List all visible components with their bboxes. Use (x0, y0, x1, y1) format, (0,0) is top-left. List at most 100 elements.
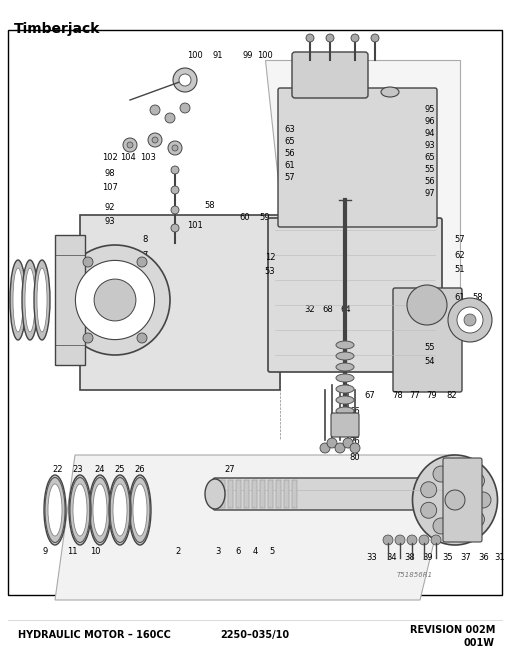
Text: 67: 67 (364, 391, 375, 399)
Text: 66: 66 (349, 407, 360, 416)
Bar (267, 480, 272, 508)
Text: 6: 6 (235, 548, 240, 556)
Ellipse shape (335, 352, 353, 360)
Circle shape (394, 535, 404, 545)
Text: 12: 12 (264, 254, 275, 262)
Text: 5: 5 (142, 266, 147, 275)
Text: 55: 55 (424, 165, 434, 175)
Bar (260, 480, 265, 508)
Circle shape (334, 443, 344, 453)
Ellipse shape (335, 385, 353, 393)
Text: REVISION 002M: REVISION 002M (409, 625, 494, 635)
Text: 56: 56 (424, 177, 435, 186)
Circle shape (447, 298, 491, 342)
Circle shape (75, 260, 154, 339)
Circle shape (456, 307, 482, 333)
Ellipse shape (205, 479, 224, 509)
Circle shape (171, 166, 179, 174)
Circle shape (319, 443, 329, 453)
Text: 31: 31 (494, 554, 504, 563)
Ellipse shape (48, 484, 62, 536)
Circle shape (325, 34, 333, 42)
Ellipse shape (109, 475, 131, 545)
Circle shape (444, 490, 464, 510)
Ellipse shape (37, 268, 47, 332)
Text: 3: 3 (215, 548, 220, 556)
Circle shape (451, 463, 467, 478)
Ellipse shape (89, 475, 111, 545)
Circle shape (349, 443, 359, 453)
Text: 10: 10 (90, 548, 100, 556)
Ellipse shape (380, 87, 398, 97)
Circle shape (137, 333, 147, 343)
Text: 33: 33 (366, 554, 377, 563)
Text: 55: 55 (424, 343, 434, 353)
Circle shape (148, 133, 162, 147)
Ellipse shape (133, 484, 147, 536)
Ellipse shape (73, 484, 87, 536)
Bar (243, 480, 248, 508)
Circle shape (432, 466, 448, 482)
Text: 2250–035/10: 2250–035/10 (220, 630, 289, 640)
Text: 97: 97 (424, 190, 435, 198)
Text: 38: 38 (404, 554, 414, 563)
Ellipse shape (13, 268, 23, 332)
Ellipse shape (113, 484, 127, 536)
Circle shape (418, 535, 428, 545)
Circle shape (60, 245, 169, 355)
Text: 79: 79 (426, 391, 436, 399)
Bar (236, 480, 241, 508)
Text: 101: 101 (187, 221, 203, 229)
Bar (275, 480, 280, 508)
Circle shape (432, 518, 448, 534)
Text: 11: 11 (67, 548, 77, 556)
Text: 24: 24 (95, 465, 105, 474)
FancyBboxPatch shape (267, 218, 441, 372)
Ellipse shape (335, 87, 353, 97)
Circle shape (326, 438, 336, 448)
Circle shape (152, 137, 158, 143)
Text: 82: 82 (446, 391, 457, 399)
Circle shape (370, 34, 378, 42)
Ellipse shape (34, 260, 50, 340)
Text: 81: 81 (349, 422, 359, 432)
Circle shape (451, 521, 467, 538)
Text: 100: 100 (187, 51, 203, 61)
Circle shape (171, 206, 179, 214)
Text: 37: 37 (460, 554, 470, 563)
FancyBboxPatch shape (330, 413, 358, 437)
Circle shape (179, 74, 191, 86)
Text: 94: 94 (424, 130, 434, 138)
Text: 102: 102 (102, 154, 118, 163)
Text: 80: 80 (349, 453, 359, 461)
Ellipse shape (93, 484, 107, 536)
Circle shape (463, 314, 475, 326)
FancyBboxPatch shape (442, 458, 481, 542)
Circle shape (167, 141, 182, 155)
Text: 107: 107 (102, 183, 118, 192)
Text: HYDRAULIC MOTOR – 160CC: HYDRAULIC MOTOR – 160CC (18, 630, 171, 640)
Text: 93: 93 (104, 217, 115, 227)
FancyBboxPatch shape (277, 88, 436, 227)
Text: 68: 68 (322, 306, 333, 314)
Text: 32: 32 (304, 306, 315, 314)
Ellipse shape (335, 407, 353, 415)
Circle shape (83, 333, 93, 343)
FancyBboxPatch shape (213, 478, 446, 510)
Text: 35: 35 (442, 554, 453, 563)
Bar (284, 480, 289, 508)
Text: T51856R1: T51856R1 (396, 572, 432, 578)
Text: 100: 100 (257, 51, 272, 61)
Text: 56: 56 (284, 150, 295, 159)
Bar (55, 235, 85, 365)
Ellipse shape (335, 363, 353, 371)
Bar (80, 215, 279, 390)
Circle shape (83, 257, 93, 267)
Circle shape (430, 535, 440, 545)
Circle shape (305, 34, 314, 42)
Circle shape (137, 257, 147, 267)
Text: 26: 26 (134, 465, 145, 474)
Text: 65: 65 (424, 154, 435, 163)
Circle shape (406, 535, 416, 545)
Ellipse shape (129, 475, 151, 545)
